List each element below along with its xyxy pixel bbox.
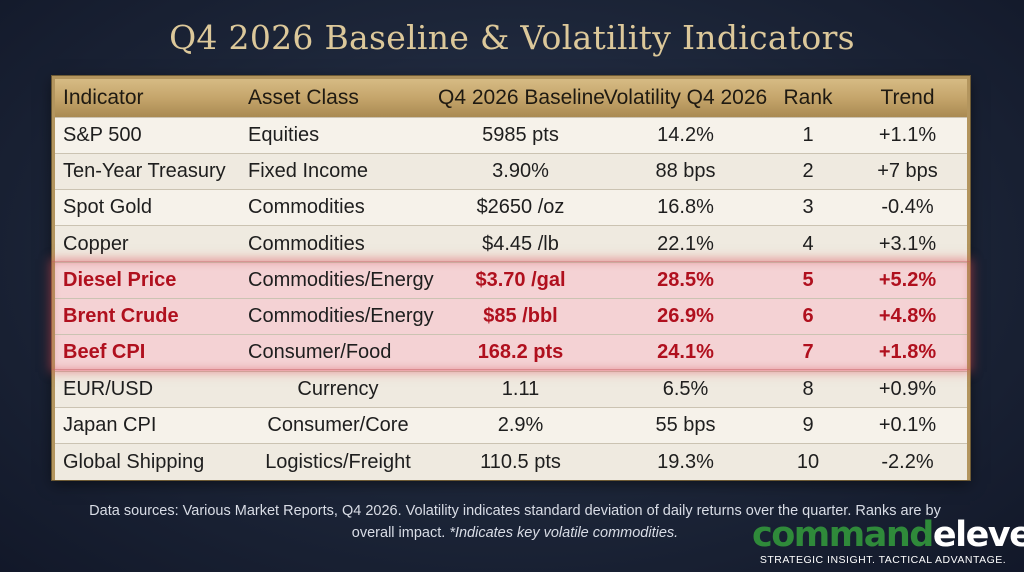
cell-indicator: S&P 500 <box>55 116 238 154</box>
cell-rank: 9 <box>768 406 848 444</box>
table-row-highlighted: Diesel Price Commodities/Energy $3.70 /g… <box>55 261 967 299</box>
brand-logo: commandeleven STRATEGIC INSIGHT. TACTICA… <box>752 515 1024 566</box>
table-row: Spot Gold Commodities $2650 /oz 16.8% 3 … <box>55 189 967 226</box>
cell-trend: +5.2% <box>848 261 967 299</box>
cell-indicator: Spot Gold <box>55 189 238 226</box>
cell-volatility: 55 bps <box>603 406 768 444</box>
cell-baseline: $4.45 /lb <box>438 225 603 263</box>
cell-baseline: $2650 /oz <box>438 189 603 226</box>
cell-asset-class: Commodities <box>238 225 438 263</box>
cell-asset-class: Fixed Income <box>238 152 438 190</box>
header-trend: Trend <box>848 79 967 117</box>
cell-volatility: 26.9% <box>603 297 768 335</box>
cell-asset-class: Consumer/Core <box>238 406 438 444</box>
cell-rank: 2 <box>768 152 848 190</box>
cell-baseline: 168.2 pts <box>438 334 603 372</box>
cell-rank: 8 <box>768 370 848 408</box>
cell-asset-class: Equities <box>238 116 438 154</box>
table-row: Ten-Year Treasury Fixed Income 3.90% 88 … <box>55 152 967 190</box>
cell-baseline: $85 /bbl <box>438 297 603 335</box>
cell-indicator: Beef CPI <box>55 334 238 372</box>
header-indicator: Indicator <box>55 79 238 117</box>
indicators-table: Indicator Asset Class Q4 2026 Baseline V… <box>55 79 967 480</box>
logo-tagline: STRATEGIC INSIGHT. TACTICAL ADVANTAGE. <box>759 554 1007 566</box>
cell-volatility: 22.1% <box>603 225 768 263</box>
logo-part-eleven: eleven <box>932 515 1024 555</box>
cell-rank: 1 <box>768 116 848 154</box>
cell-indicator: Global Shipping <box>55 443 238 480</box>
page-title: Q4 2026 Baseline & Volatility Indicators <box>169 18 855 57</box>
cell-asset-class: Currency <box>238 370 438 408</box>
table-row: Japan CPI Consumer/Core 2.9% 55 bps 9 +0… <box>55 406 967 444</box>
cell-indicator: Brent Crude <box>55 297 238 335</box>
cell-baseline: 2.9% <box>438 406 603 444</box>
cell-indicator: Diesel Price <box>55 261 238 299</box>
cell-trend: -0.4% <box>848 189 967 226</box>
cell-rank: 6 <box>768 297 848 335</box>
cell-rank: 3 <box>768 189 848 226</box>
cell-volatility: 28.5% <box>603 261 768 299</box>
cell-asset-class: Commodities <box>238 189 438 226</box>
cell-volatility: 88 bps <box>603 152 768 190</box>
cell-asset-class: Commodities/Energy <box>238 261 438 299</box>
table-row-highlighted: Beef CPI Consumer/Food 168.2 pts 24.1% 7… <box>55 334 967 372</box>
cell-indicator: Copper <box>55 225 238 263</box>
cell-volatility: 6.5% <box>603 370 768 408</box>
cell-trend: -2.2% <box>848 443 967 480</box>
cell-trend: +0.1% <box>848 406 967 444</box>
footnote-italic: *Indicates key volatile commodities. <box>449 525 679 541</box>
header-rank: Rank <box>768 79 848 117</box>
table-header-row: Indicator Asset Class Q4 2026 Baseline V… <box>55 79 967 117</box>
cell-asset-class: Commodities/Energy <box>238 297 438 335</box>
cell-baseline: 3.90% <box>438 152 603 190</box>
cell-trend: +3.1% <box>848 225 967 263</box>
cell-trend: +0.9% <box>848 370 967 408</box>
footnote: Data sources: Various Market Reports, Q4… <box>80 500 950 544</box>
header-asset-class: Asset Class <box>238 79 438 117</box>
cell-trend: +4.8% <box>848 297 967 335</box>
cell-baseline: $3.70 /gal <box>438 261 603 299</box>
cell-volatility: 24.1% <box>603 334 768 372</box>
cell-indicator: Ten-Year Treasury <box>55 152 238 190</box>
indicators-table-frame: Indicator Asset Class Q4 2026 Baseline V… <box>52 76 970 480</box>
cell-baseline: 1.11 <box>438 370 603 408</box>
cell-rank: 4 <box>768 225 848 263</box>
cell-baseline: 110.5 pts <box>438 443 603 480</box>
table-row: Global Shipping Logistics/Freight 110.5 … <box>55 443 967 480</box>
cell-rank: 10 <box>768 443 848 480</box>
cell-volatility: 14.2% <box>603 116 768 154</box>
logo-wordmark: commandeleven <box>752 515 1024 555</box>
table-row: EUR/USD Currency 1.11 6.5% 8 +0.9% <box>55 370 967 408</box>
cell-trend: +7 bps <box>848 152 967 190</box>
table-row: Copper Commodities $4.45 /lb 22.1% 4 +3.… <box>55 225 967 263</box>
logo-part-command: command <box>752 515 934 555</box>
header-volatility: Volatility Q4 2026 <box>603 79 768 117</box>
cell-asset-class: Consumer/Food <box>238 334 438 372</box>
cell-volatility: 16.8% <box>603 189 768 226</box>
cell-indicator: Japan CPI <box>55 406 238 444</box>
table-row: S&P 500 Equities 5985 pts 14.2% 1 +1.1% <box>55 116 967 154</box>
footnote-text: Data sources: Various Market Reports, Q4… <box>89 503 941 541</box>
cell-baseline: 5985 pts <box>438 116 603 154</box>
cell-indicator: EUR/USD <box>55 370 238 408</box>
table-row-highlighted: Brent Crude Commodities/Energy $85 /bbl … <box>55 297 967 335</box>
cell-asset-class: Logistics/Freight <box>238 443 438 480</box>
cell-trend: +1.1% <box>848 116 967 154</box>
cell-volatility: 19.3% <box>603 443 768 480</box>
cell-rank: 7 <box>768 334 848 372</box>
cell-trend: +1.8% <box>848 334 967 372</box>
header-baseline: Q4 2026 Baseline <box>438 79 605 117</box>
cell-rank: 5 <box>768 261 848 299</box>
